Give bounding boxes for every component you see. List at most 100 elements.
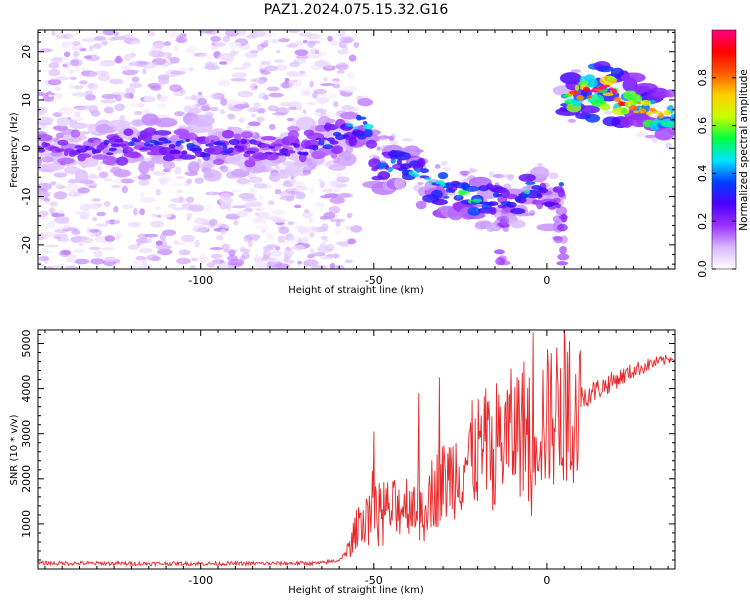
noise-blob [255, 206, 265, 212]
noise-blob [176, 189, 184, 194]
noise-blob [137, 175, 143, 181]
noise-blob [39, 231, 56, 238]
noise-blob [127, 244, 140, 250]
ridge-blob [415, 200, 427, 210]
noise-blob [113, 231, 123, 239]
noise-blob [137, 241, 142, 247]
noise-blob [324, 93, 337, 99]
ridge-blob [105, 152, 114, 156]
noise-blob [488, 171, 495, 178]
noise-blob [314, 112, 321, 116]
ridge-blob [217, 142, 226, 146]
spectrogram-ylabel: Frequency (Hz) [9, 112, 20, 188]
noise-blob [296, 191, 306, 200]
noise-blob [311, 265, 327, 269]
noise-blob [260, 70, 271, 75]
noise-blob [335, 241, 351, 246]
noise-blob [202, 204, 212, 213]
noise-blob [45, 244, 59, 248]
noise-blob [236, 178, 250, 185]
ridge-blob [306, 132, 325, 141]
noise-blob [307, 40, 316, 48]
noise-blob [327, 35, 333, 42]
noise-blob [56, 226, 69, 230]
colorbar-tick-label: 0.4 [696, 165, 709, 183]
noise-blob [322, 188, 333, 193]
ridge-blob [131, 119, 145, 127]
noise-blob [209, 190, 214, 196]
ridge-blob [155, 141, 164, 146]
noise-blob [223, 56, 234, 62]
ridge-blob [396, 159, 402, 166]
noise-blob [125, 87, 136, 95]
noise-blob [197, 98, 207, 105]
noise-blob [417, 181, 424, 185]
noise-blob [221, 243, 231, 251]
noise-blob [263, 39, 269, 45]
noise-blob [294, 40, 304, 47]
noise-blob [186, 196, 195, 203]
ridge-blob [213, 158, 225, 166]
noise-blob [150, 220, 164, 228]
noise-blob [284, 78, 290, 83]
ridge-blob [222, 144, 228, 151]
noise-blob [344, 259, 354, 264]
noise-blob [146, 237, 153, 244]
ridge-blob [665, 120, 675, 127]
ridge-blob [137, 135, 144, 141]
noise-blob [170, 70, 186, 75]
noise-blob [468, 167, 474, 174]
ridge-blob [108, 147, 117, 152]
ridge-smear [559, 245, 567, 255]
ridge-blob [663, 109, 672, 116]
noise-blob [58, 107, 74, 115]
ridge-blob [261, 136, 277, 141]
noise-blob [335, 264, 345, 269]
noise-blob [188, 107, 202, 114]
noise-blob [289, 61, 301, 68]
ridge-blob [236, 145, 245, 152]
noise-blob [110, 179, 123, 184]
noise-blob [353, 41, 360, 49]
noise-blob [194, 239, 200, 248]
ridge-blob [394, 177, 405, 190]
noise-blob [329, 262, 336, 269]
ridge-blob [525, 181, 536, 185]
noise-blob [336, 70, 345, 74]
ridge-blob [114, 138, 124, 143]
ridge-blob [357, 133, 367, 140]
noise-blob [166, 30, 179, 38]
noise-blob [143, 108, 150, 115]
noise-blob [302, 236, 309, 244]
ridge-blob [574, 84, 580, 91]
noise-blob [305, 226, 319, 233]
noise-blob [134, 110, 143, 116]
ridge-blob [74, 169, 89, 184]
noise-blob [217, 79, 230, 87]
noise-blob [274, 263, 290, 269]
ridge-blob [489, 206, 497, 215]
ridge-blob [587, 95, 592, 99]
noise-blob [328, 205, 341, 214]
noise-blob [131, 222, 142, 227]
noise-blob [38, 215, 48, 219]
ridge-blob [613, 96, 622, 103]
noise-blob [318, 51, 327, 57]
noise-blob [73, 248, 87, 254]
noise-blob [492, 173, 504, 179]
y-tick-label: 4000 [20, 375, 33, 403]
noise-blob [54, 216, 70, 224]
noise-blob [229, 50, 237, 57]
ridge-blob [201, 152, 211, 157]
ridge-blob [38, 148, 46, 153]
ridge-smear [493, 249, 505, 255]
noise-blob [91, 198, 101, 202]
noise-blob [65, 183, 80, 192]
ridge-blob [41, 156, 54, 163]
noise-blob [93, 36, 106, 41]
ridge-blob [658, 112, 665, 119]
y-tick-label: -10 [20, 188, 33, 206]
ridge-blob [38, 156, 42, 167]
noise-blob [219, 61, 227, 65]
noise-blob [151, 58, 167, 65]
